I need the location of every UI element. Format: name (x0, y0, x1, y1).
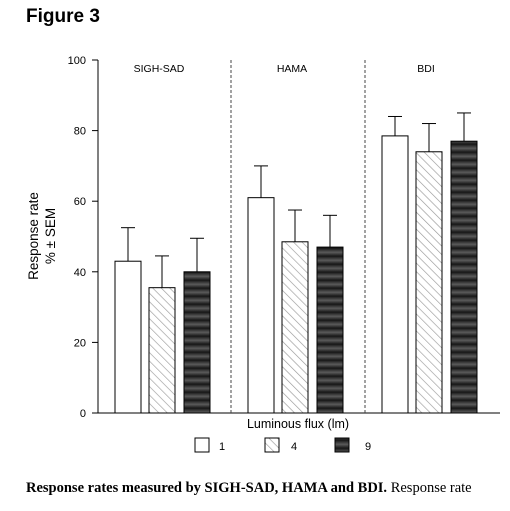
group-label-2: BDI (417, 63, 435, 75)
bar-0-0 (114, 260, 142, 414)
group-labels: SIGH-SAD HAMA BDI (134, 63, 435, 75)
figure-caption: Response rates measured by SIGH-SAD, HAM… (26, 480, 472, 497)
legend-label-4: 4 (291, 441, 297, 453)
bar-0-2 (183, 271, 211, 414)
y-tick-label-40: 40 (74, 267, 86, 279)
y-axis: 0 20 40 60 80 100 (68, 55, 99, 420)
bar-1-0 (247, 197, 275, 414)
y-tick-label-80: 80 (74, 126, 86, 138)
legend-swatch-1 (194, 437, 210, 453)
bar-1-1 (281, 241, 309, 414)
x-axis-title: Luminous flux (lm) (247, 417, 349, 431)
bar-chart: 0 20 40 60 80 100 Response rate % ± SEM Lumin… (26, 55, 500, 453)
caption-bold: Response rates measured by SIGH-SAD, HAM… (26, 480, 388, 496)
caption-rest: Response rate (387, 480, 472, 496)
bar-2-0 (381, 135, 409, 414)
y-axis-title-line2: % ± SEM (43, 208, 58, 264)
group-dividers (230, 60, 366, 413)
y-axis-title: Response rate % ± SEM (26, 192, 58, 280)
bar-2-1 (415, 151, 443, 414)
bar-2-2 (450, 140, 478, 414)
error-bars (121, 112, 471, 288)
y-tick-label-100: 100 (68, 55, 86, 67)
legend: 1 4 9 (194, 437, 371, 453)
legend-swatch-9 (334, 437, 350, 453)
legend-swatch-4 (264, 437, 280, 453)
group-label-0: SIGH-SAD (134, 63, 185, 75)
bars (114, 135, 478, 414)
y-tick-label-20: 20 (74, 337, 86, 349)
y-tick-label-0: 0 (80, 408, 86, 420)
figure-label: Figure 3 (26, 6, 100, 27)
y-axis-title-line1: Response rate (26, 192, 41, 280)
legend-label-9: 9 (365, 441, 371, 453)
bar-0-1 (148, 287, 176, 414)
bar-1-2 (316, 246, 344, 414)
group-label-1: HAMA (277, 63, 307, 75)
legend-label-1: 1 (219, 441, 225, 453)
y-tick-label-60: 60 (74, 196, 86, 208)
